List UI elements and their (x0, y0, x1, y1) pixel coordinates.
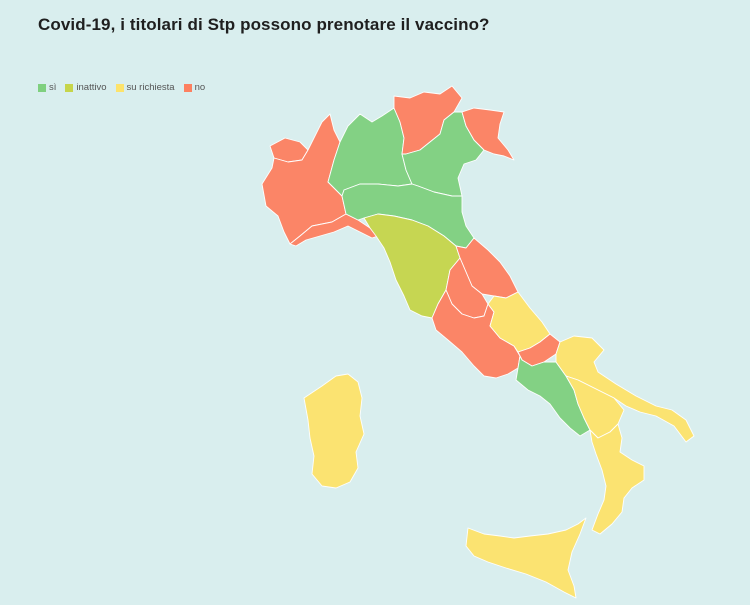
region-liguria[interactable] (289, 213, 379, 247)
legend-item-inattivo[interactable]: inattivo (65, 82, 107, 93)
legend-swatch-inattivo (65, 83, 74, 92)
region-sicilia[interactable] (465, 517, 587, 599)
legend-swatch-si (38, 83, 46, 92)
legend: sì inattivo su richiesta no (38, 82, 205, 93)
legend-label-no: no (194, 82, 206, 93)
region-sardegna[interactable] (303, 373, 365, 489)
legend-label-si: sì (49, 82, 57, 93)
region-friuli-venezia-giulia[interactable] (461, 107, 515, 161)
legend-swatch-su-richiesta (115, 83, 124, 92)
legend-item-su-richiesta[interactable]: su richiesta (115, 82, 175, 93)
legend-label-inattivo: inattivo (76, 82, 107, 93)
chart-title: Covid-19, i titolari di Stp possono pren… (38, 15, 490, 34)
legend-swatch-no (183, 83, 192, 92)
legend-item-no[interactable]: no (183, 82, 206, 93)
legend-label-su-richiesta: su richiesta (126, 82, 175, 93)
region-calabria[interactable] (589, 423, 645, 535)
legend-item-si[interactable]: sì (38, 82, 56, 93)
